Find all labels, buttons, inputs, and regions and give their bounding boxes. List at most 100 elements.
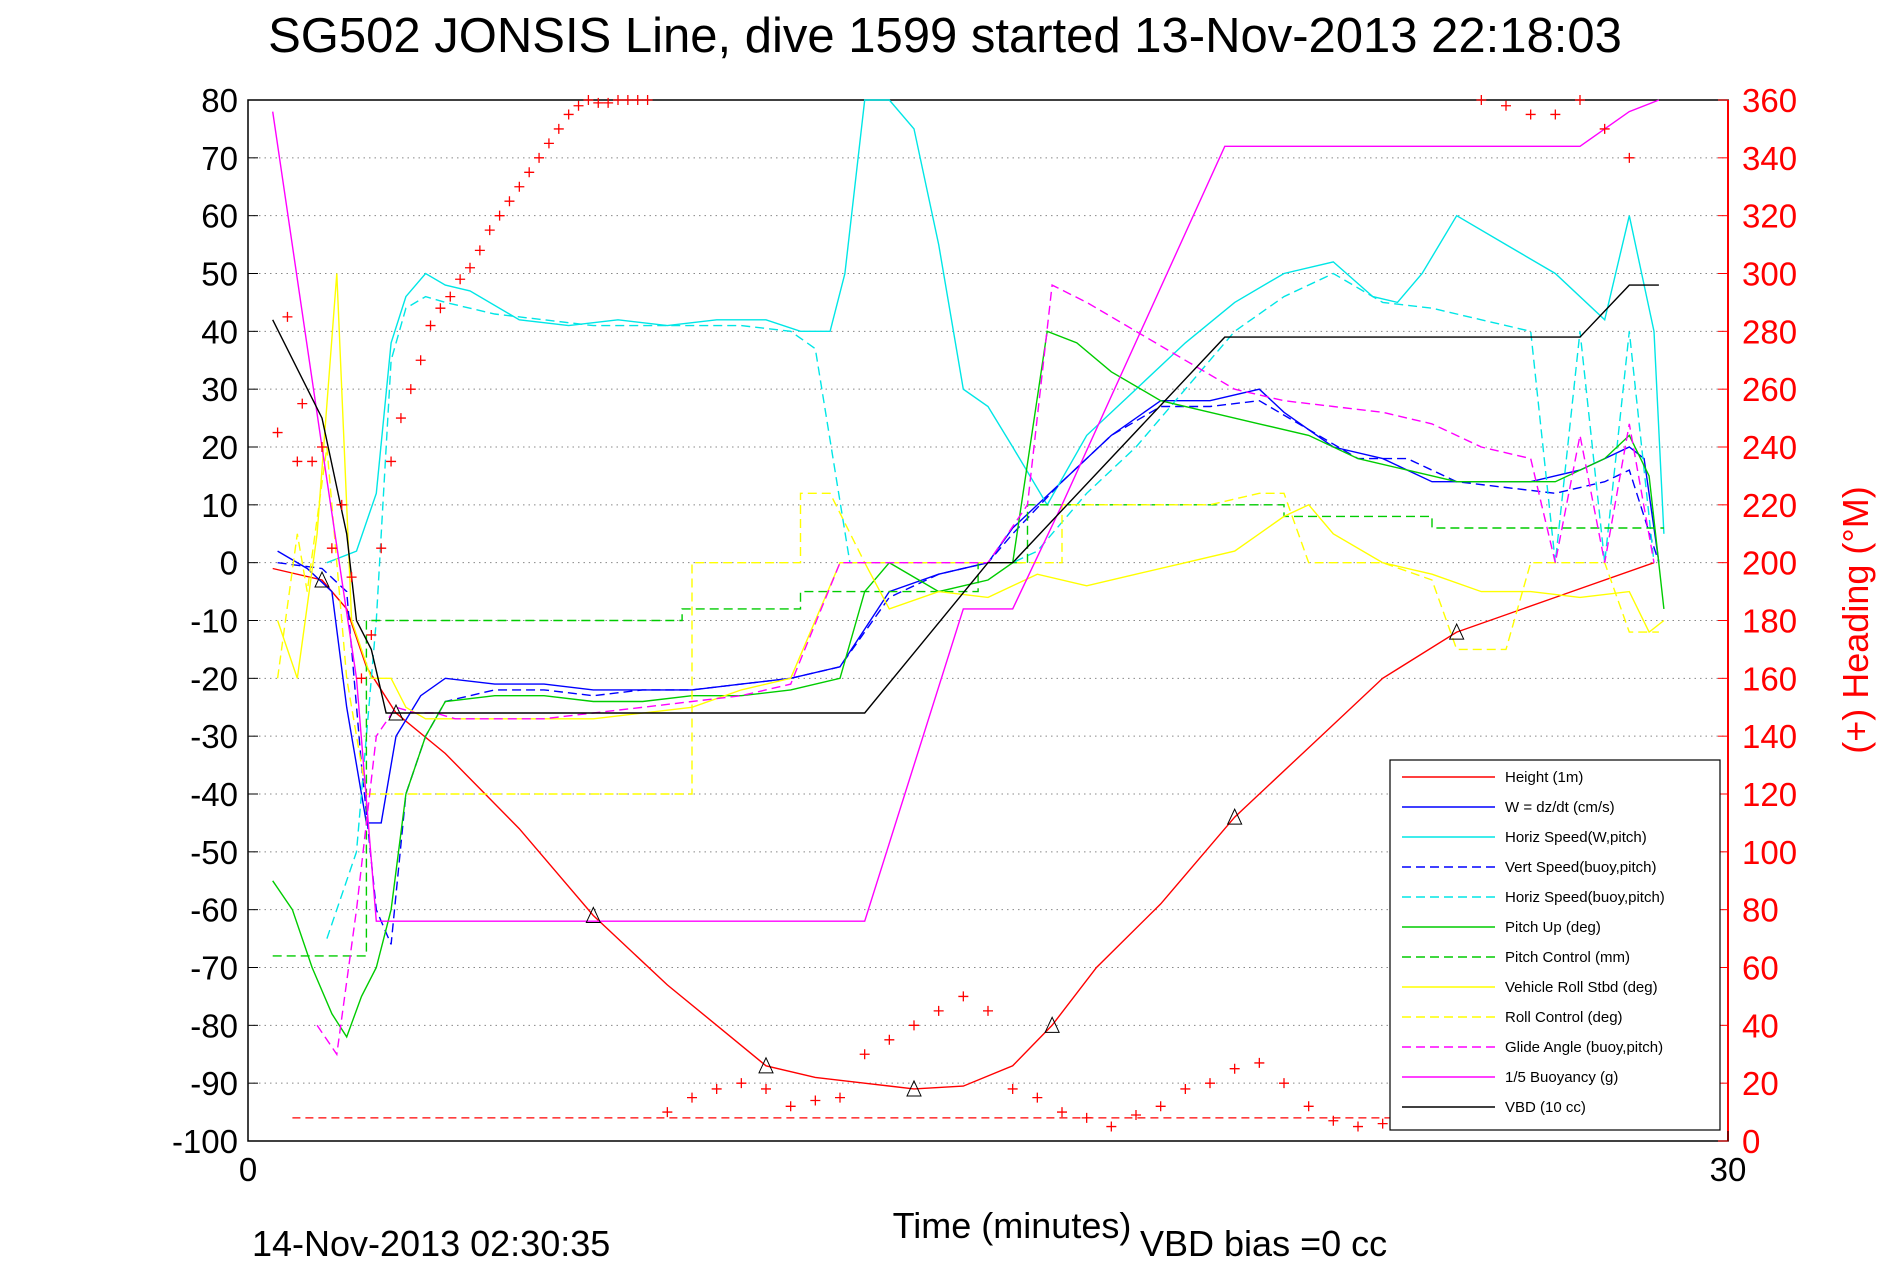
heading-point: [292, 456, 303, 467]
heading-point: [1081, 1112, 1092, 1123]
heading-point: [1180, 1083, 1191, 1094]
legend-label: VBD (10 cc): [1505, 1099, 1586, 1116]
y-tick-label: -10: [190, 603, 238, 640]
y-tick-label: -60: [190, 892, 238, 929]
heading-point: [272, 427, 283, 438]
heading-point: [553, 123, 564, 134]
y-right-tick-label: 360: [1742, 82, 1797, 119]
height-marker: [1448, 622, 1465, 640]
y-right-tick-label: 0: [1742, 1123, 1760, 1160]
legend-label: Vehicle Roll Stbd (deg): [1505, 979, 1658, 996]
heading-point: [1575, 95, 1585, 105]
heading-point: [543, 138, 554, 149]
heading-point: [583, 95, 594, 105]
heading-point: [563, 109, 574, 120]
x-tick-label: 30: [1710, 1151, 1747, 1188]
heading-point: [1501, 100, 1511, 111]
y-right-tick-label: 40: [1742, 1007, 1779, 1044]
heading-point: [297, 398, 308, 409]
y-tick-label: 10: [201, 487, 238, 524]
heading-point: [534, 152, 545, 163]
series-line-5: [272, 330, 1665, 1039]
y-tick-label: 30: [201, 371, 238, 408]
heading-point: [1205, 1078, 1215, 1089]
series-line-10: [272, 99, 1660, 922]
y-tick-label: 80: [201, 82, 238, 119]
legend-label: Roll Control (deg): [1505, 1009, 1623, 1026]
heading-point: [1353, 1121, 1363, 1132]
heading-point: [415, 355, 426, 366]
legend-label: Vert Speed(buoy,pitch): [1505, 859, 1656, 876]
heading-point: [785, 1101, 796, 1112]
right-axis-label: (+) Heading (°M): [1835, 486, 1876, 753]
heading-point: [346, 572, 357, 583]
heading-point: [1229, 1063, 1240, 1074]
heading-point: [1007, 1083, 1018, 1094]
series-line-7: [276, 273, 1665, 720]
heading-point: [474, 245, 485, 256]
heading-point: [395, 413, 406, 424]
legend-label: 1/5 Buoyancy (g): [1505, 1069, 1618, 1086]
height-marker: [314, 570, 330, 588]
heading-point: [1057, 1107, 1067, 1118]
y-tick-label: -50: [190, 834, 238, 871]
heading-point: [514, 181, 525, 192]
y-tick-label: 70: [201, 140, 238, 177]
y-tick-label: 20: [201, 429, 238, 466]
y-right-tick-label: 60: [1742, 950, 1779, 987]
x-axis-label: Time (minutes): [893, 1205, 1132, 1246]
y-right-tick-label: 20: [1742, 1065, 1779, 1102]
legend-label: Pitch Control (mm): [1505, 949, 1630, 966]
legend-label: Height (1m): [1505, 769, 1583, 786]
heading-point: [884, 1034, 895, 1045]
heading-point: [810, 1095, 821, 1106]
y-right-tick-label: 100: [1742, 834, 1797, 871]
y-tick-label: -100: [172, 1123, 238, 1160]
heading-point: [711, 1083, 722, 1094]
footer-timestamp: 14-Nov-2013 02:30:35: [252, 1223, 610, 1262]
y-right-tick-label: 260: [1742, 371, 1797, 408]
heading-point: [909, 1020, 919, 1031]
heading-point: [494, 210, 505, 221]
heading-point: [687, 1092, 697, 1103]
heading-point: [356, 673, 367, 684]
y-right-tick-label: 120: [1742, 776, 1797, 813]
legend-label: W = dz/dt (cm/s): [1505, 799, 1615, 816]
heading-point: [1131, 1109, 1141, 1120]
heading-point: [1550, 109, 1561, 120]
y-tick-label: -90: [190, 1065, 238, 1102]
chart-title: SG502 JONSIS Line, dive 1599 started 13-…: [268, 9, 1622, 63]
y-right-tick-label: 80: [1742, 892, 1779, 929]
heading-point: [1377, 1118, 1388, 1129]
x-tick-label: 0: [239, 1151, 257, 1188]
heading-point: [504, 196, 515, 207]
y-right-tick-label: 140: [1742, 718, 1797, 755]
heading-point: [1155, 1101, 1166, 1112]
heading-point: [1032, 1092, 1043, 1103]
heading-point: [1624, 152, 1635, 163]
heading-point: [445, 291, 456, 302]
heading-point: [455, 274, 466, 285]
series-line-3: [277, 399, 1660, 945]
heading-point: [435, 303, 446, 314]
heading-point: [622, 95, 633, 105]
heading-point: [983, 1005, 993, 1016]
heading-point: [1328, 1115, 1339, 1126]
heading-point: [613, 95, 623, 105]
heading-point: [1279, 1078, 1289, 1089]
legend-label: Horiz Speed(buoy,pitch): [1505, 889, 1665, 906]
y-right-tick-label: 220: [1742, 487, 1797, 524]
series-line-6: [272, 504, 1664, 957]
y-right-tick-label: 280: [1742, 313, 1797, 350]
legend-label: Glide Angle (buoy,pitch): [1505, 1039, 1663, 1056]
heading-point: [642, 95, 653, 105]
series-line-2: [326, 99, 1665, 564]
heading-point: [1106, 1121, 1117, 1132]
heading-point: [326, 543, 337, 554]
heading-point: [386, 456, 397, 467]
height-marker: [585, 906, 602, 923]
heading-point: [761, 1083, 771, 1094]
y-tick-label: -20: [190, 660, 238, 697]
y-tick-label: -80: [190, 1007, 238, 1044]
